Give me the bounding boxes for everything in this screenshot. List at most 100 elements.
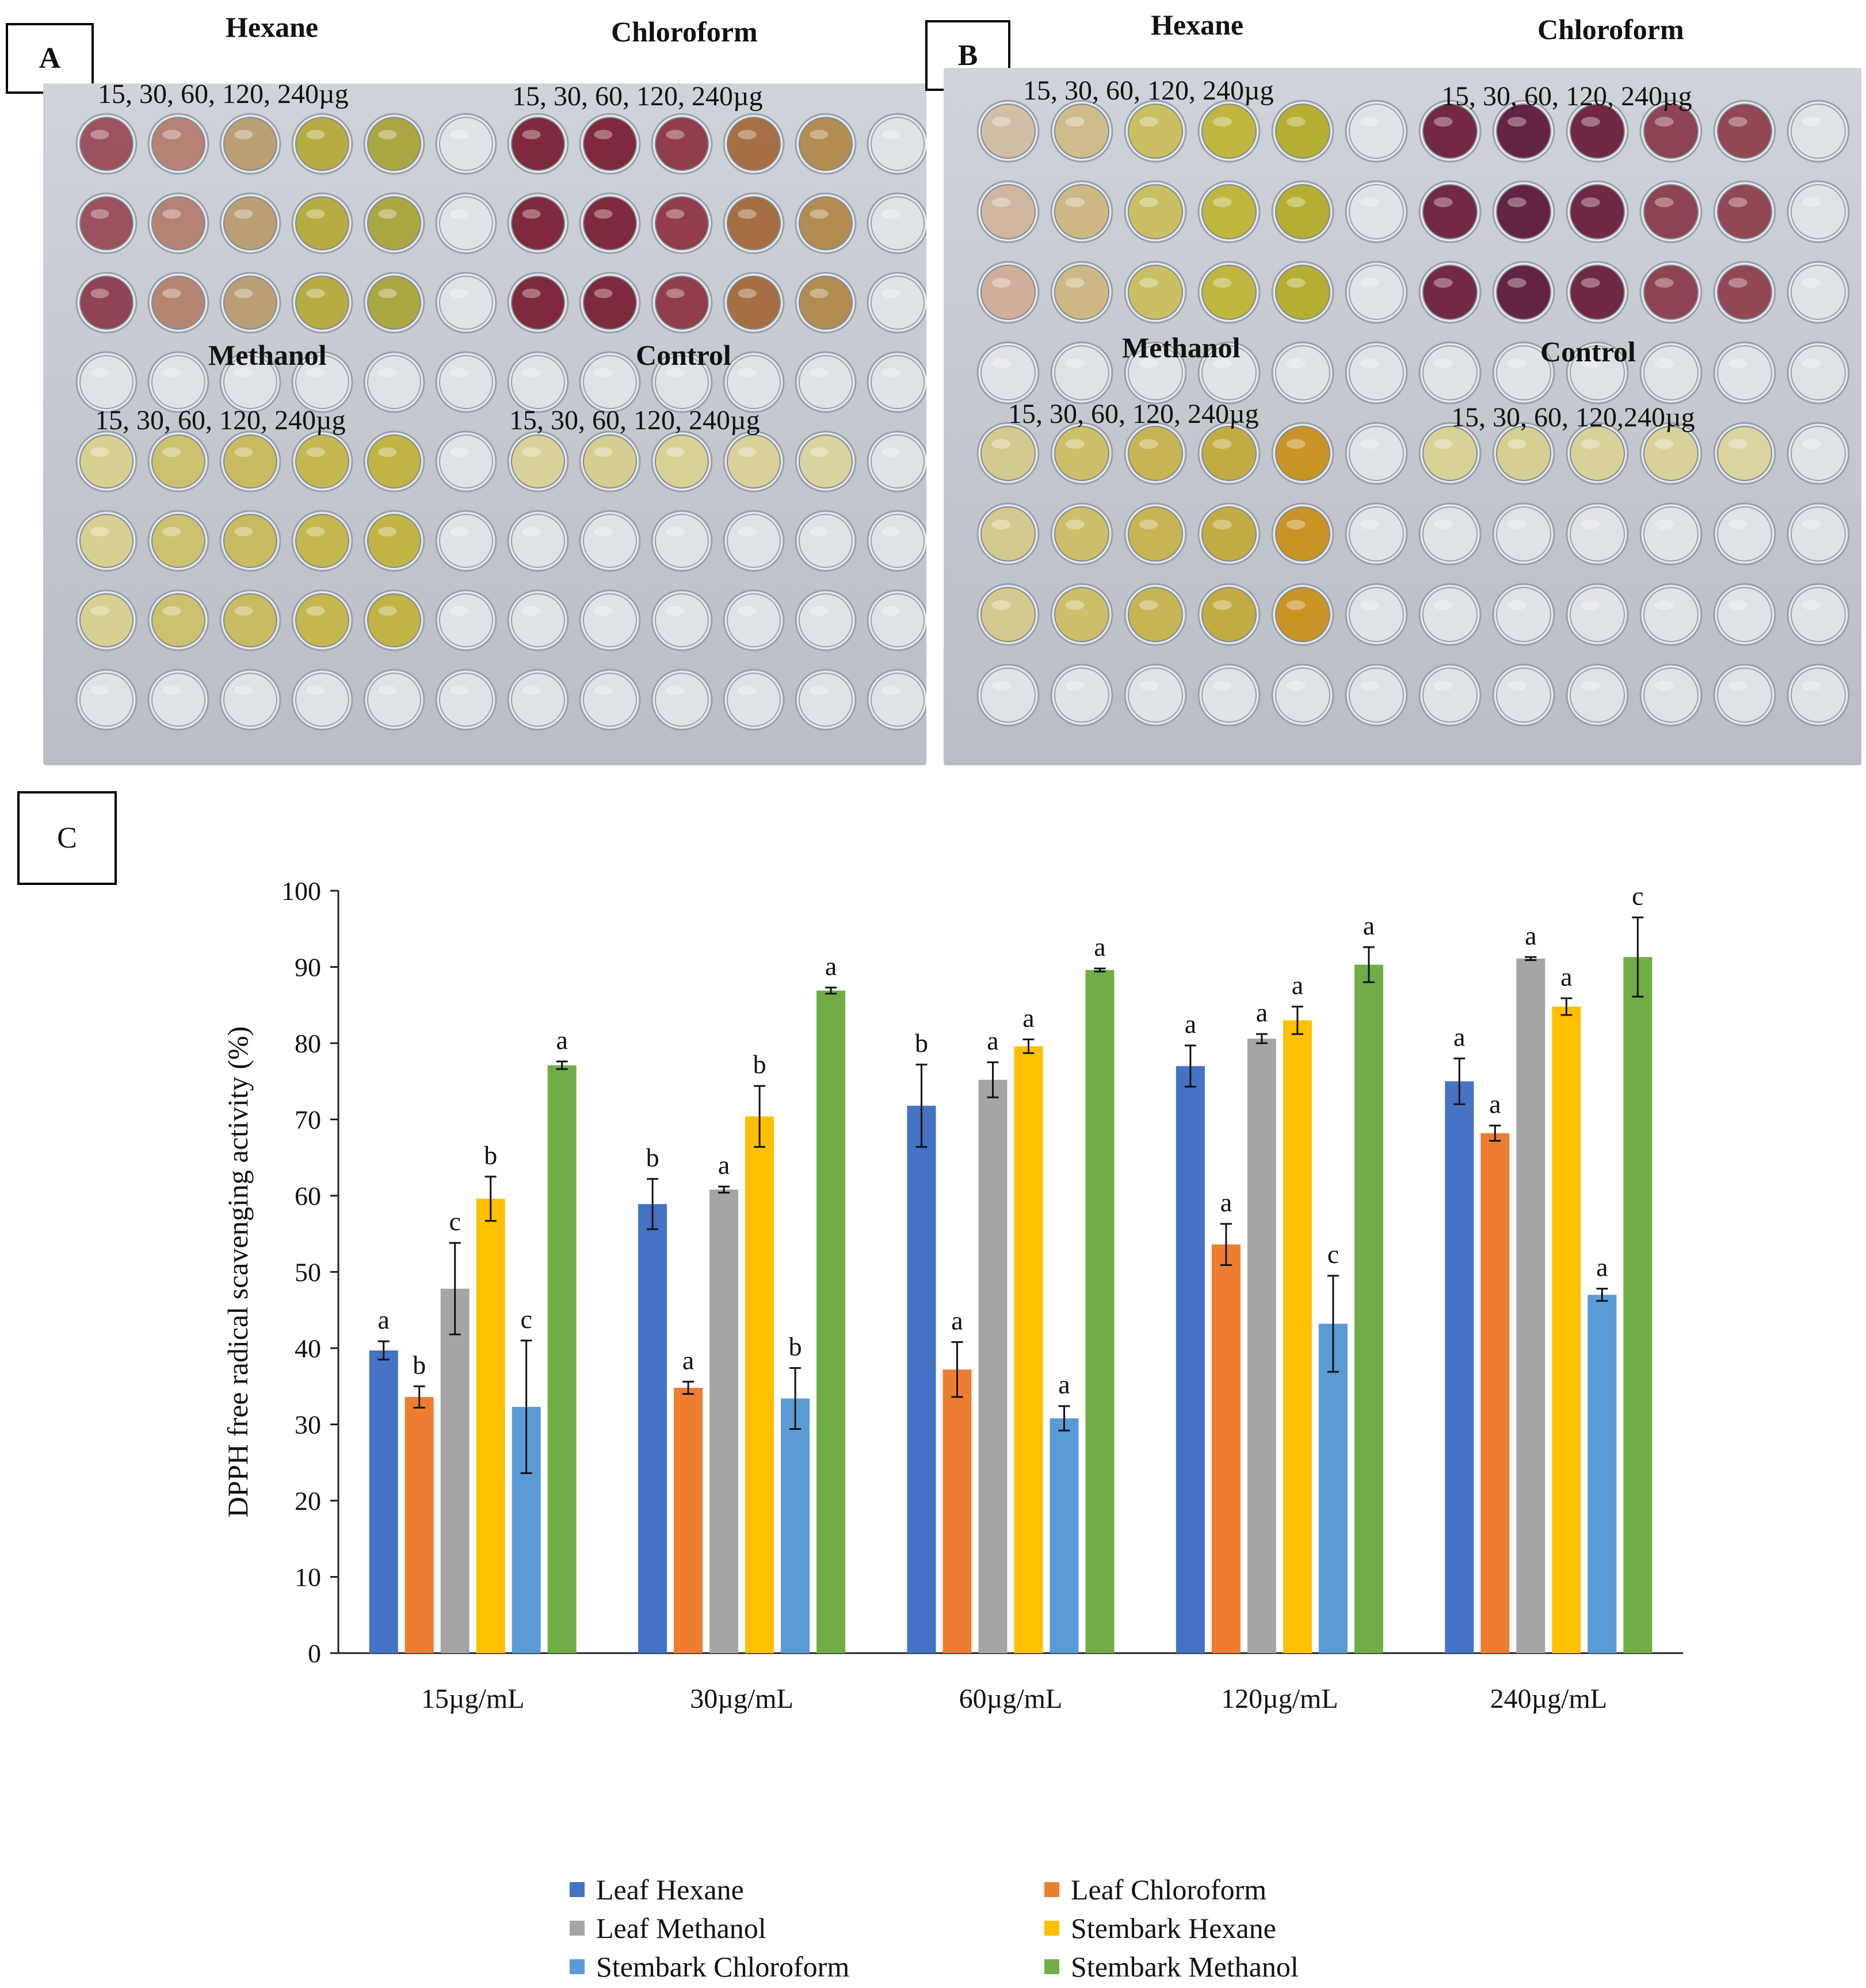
well (727, 514, 781, 568)
well-glare (1065, 358, 1085, 369)
well (655, 673, 709, 727)
well-glare (162, 129, 181, 140)
well (583, 673, 637, 727)
well (980, 104, 1036, 159)
well-glare (1507, 197, 1527, 208)
legend-label-stembark-hexane: Stembark Hexane (1071, 1912, 1276, 1944)
well (439, 593, 493, 647)
well-glare (1802, 117, 1821, 127)
well-glare (666, 288, 685, 299)
well (295, 276, 349, 330)
well-glare (1802, 358, 1821, 369)
well (151, 196, 205, 250)
well (1128, 104, 1183, 159)
well-glare (991, 117, 1011, 127)
y-tick-label: 30 (295, 1410, 321, 1440)
well (655, 355, 709, 409)
well (1643, 104, 1699, 159)
well (980, 506, 1036, 562)
well (439, 196, 493, 250)
well-glare (522, 368, 541, 378)
well-glare (1654, 358, 1674, 369)
bar (1176, 1066, 1205, 1653)
well-glare (306, 685, 325, 696)
well (1349, 506, 1404, 562)
well (151, 434, 205, 489)
well (1054, 426, 1109, 481)
well-glare (666, 129, 685, 140)
well-glare (1433, 197, 1453, 208)
well (295, 196, 349, 250)
well (1422, 667, 1478, 723)
well-glare (738, 606, 757, 616)
well (799, 673, 853, 727)
well-glare (378, 447, 397, 457)
well-glare (306, 526, 325, 537)
well (871, 673, 925, 727)
legend-swatch-stembark-hexane (1044, 1921, 1059, 1936)
well (871, 355, 925, 409)
well-glare (738, 209, 757, 219)
y-tick-label: 80 (295, 1029, 321, 1058)
well-glare (1212, 278, 1232, 288)
well (1201, 426, 1257, 481)
well-glare (1507, 439, 1527, 449)
well-glare (1507, 278, 1527, 288)
well (583, 514, 637, 568)
well-glare (1581, 358, 1600, 369)
significance-letter: a (1489, 1089, 1501, 1119)
well-glare (1286, 197, 1306, 208)
significance-letter: b (789, 1331, 802, 1361)
well (655, 117, 709, 171)
well (151, 593, 205, 647)
well-glare (234, 368, 253, 378)
legend-swatch-leaf-hexane (570, 1882, 585, 1897)
well (1128, 587, 1183, 642)
well (439, 355, 493, 409)
well (871, 593, 925, 647)
bar (816, 990, 846, 1653)
y-tick-label: 10 (295, 1563, 321, 1592)
well (1496, 345, 1551, 400)
well-glare (1581, 439, 1600, 449)
well (1643, 426, 1699, 481)
panel-a-label-box: A (6, 23, 94, 94)
well (151, 355, 205, 409)
well (980, 265, 1036, 320)
well-glare (378, 288, 397, 299)
bar (1480, 1133, 1510, 1653)
well-glare (991, 520, 1011, 530)
well-glare (882, 606, 900, 616)
well (799, 434, 853, 489)
well-glare (991, 358, 1011, 369)
well-glare (738, 129, 757, 140)
well-glare (1728, 358, 1747, 369)
well (871, 276, 925, 330)
well (151, 673, 205, 727)
legend-label-leaf-methanol: Leaf Methanol (596, 1912, 766, 1944)
well (151, 514, 205, 568)
well-glare (594, 129, 613, 140)
well (1128, 184, 1183, 239)
well (1128, 667, 1183, 723)
well-glare (1286, 278, 1306, 288)
well (367, 117, 421, 171)
well (1496, 426, 1551, 481)
well-glare (1654, 600, 1674, 610)
significance-letter: a (1525, 921, 1536, 950)
significance-letter: a (825, 951, 837, 980)
well (1128, 506, 1183, 562)
legend-item-leaf-methanol: Leaf Methanol (570, 1911, 766, 1945)
bar (1211, 1244, 1241, 1653)
bar (1050, 1418, 1079, 1653)
well-glare (234, 685, 253, 696)
well-glare (1065, 278, 1085, 288)
panel-a-control-concentrations: 15, 30, 60, 120, 240µg (509, 405, 760, 436)
well (295, 673, 349, 727)
panel-c-label: C (57, 822, 77, 854)
well-glare (1728, 600, 1747, 610)
well (1054, 345, 1109, 400)
plate-b-wells (976, 100, 1850, 727)
well-glare (1286, 681, 1306, 691)
